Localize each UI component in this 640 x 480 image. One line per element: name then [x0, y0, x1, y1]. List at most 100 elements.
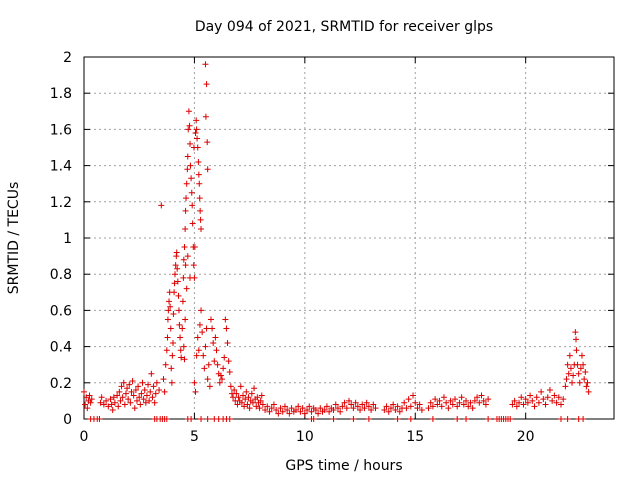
data-point [334, 405, 341, 412]
data-point [365, 403, 372, 410]
x-tick-label: 15 [406, 429, 424, 445]
data-point [201, 365, 208, 372]
data-point [558, 416, 564, 422]
data-point [569, 379, 576, 386]
data-point [365, 416, 372, 422]
data-point [544, 394, 551, 401]
data-point [187, 274, 193, 281]
data-point [185, 108, 192, 115]
data-point [82, 401, 89, 408]
data-point [126, 381, 133, 388]
data-point [221, 354, 228, 361]
data-point [143, 392, 150, 399]
data-point [180, 274, 187, 281]
y-tick-label: 1.6 [50, 122, 72, 138]
data-point [476, 399, 483, 406]
data-point [535, 399, 542, 406]
data-point [248, 390, 255, 397]
data-point [121, 401, 128, 408]
data-point [454, 403, 461, 410]
data-point [412, 399, 419, 406]
data-point [403, 405, 410, 412]
data-point [204, 166, 211, 173]
data-point [243, 388, 250, 395]
data-point [87, 399, 94, 406]
data-point [177, 334, 184, 341]
data-point [195, 158, 202, 165]
data-point [580, 361, 587, 368]
data-point [531, 403, 538, 410]
y-tick-label: 1.8 [50, 86, 72, 102]
data-point [436, 397, 443, 404]
data-point [230, 394, 237, 401]
data-point [520, 401, 527, 408]
data-point [565, 370, 572, 377]
data-point [407, 403, 414, 410]
data-point [153, 379, 160, 386]
y-tick-label: 0.4 [50, 340, 72, 356]
y-tick-label: 0.6 [50, 303, 72, 319]
data-point [244, 401, 251, 408]
data-point [105, 403, 112, 410]
data-point [165, 307, 172, 314]
data-point [348, 401, 355, 408]
data-point [222, 316, 229, 323]
data-point [138, 390, 145, 397]
data-point [295, 403, 302, 410]
data-point [84, 405, 91, 412]
data-point [249, 399, 256, 406]
data-point [581, 376, 588, 383]
data-point [518, 394, 525, 401]
data-point [88, 396, 95, 403]
data-point [330, 406, 337, 413]
data-point [350, 405, 357, 412]
data-point [310, 416, 317, 422]
data-point [237, 383, 244, 390]
data-point [160, 376, 167, 383]
data-point [256, 405, 263, 412]
data-point [231, 387, 238, 394]
data-point [161, 388, 168, 395]
data-point [182, 207, 189, 214]
data-point [207, 316, 214, 323]
data-point [220, 365, 227, 372]
data-point [193, 126, 200, 133]
data-point [323, 403, 330, 410]
data-point [120, 379, 127, 386]
data-point [149, 394, 156, 401]
data-point [111, 399, 118, 406]
data-point [189, 202, 196, 209]
x-tick-label: 20 [517, 429, 535, 445]
data-point [385, 408, 392, 415]
data-point [392, 406, 399, 413]
data-point [306, 403, 313, 410]
data-point [454, 416, 461, 422]
data-point [168, 365, 175, 372]
data-point [195, 347, 202, 354]
data-point [555, 394, 562, 401]
data-point [114, 392, 121, 399]
data-point [241, 403, 248, 410]
data-point [485, 416, 492, 422]
data-point [381, 406, 388, 413]
data-point [458, 394, 465, 401]
data-point [174, 265, 181, 272]
data-point [163, 347, 170, 354]
data-point [213, 347, 220, 354]
data-point [480, 397, 487, 404]
data-point [522, 396, 529, 403]
data-point [217, 372, 224, 379]
data-point [127, 399, 134, 406]
data-point [198, 225, 205, 232]
data-point [288, 405, 295, 412]
chart-title: Day 094 of 2021, SRMTID for receiver glp… [195, 19, 493, 35]
data-point [585, 388, 592, 395]
data-point [317, 405, 324, 412]
data-point [190, 262, 197, 269]
data-point [293, 406, 299, 413]
data-point [558, 401, 564, 408]
data-point [575, 370, 582, 377]
data-point [297, 408, 304, 415]
data-point [281, 403, 288, 410]
data-point [463, 397, 470, 404]
